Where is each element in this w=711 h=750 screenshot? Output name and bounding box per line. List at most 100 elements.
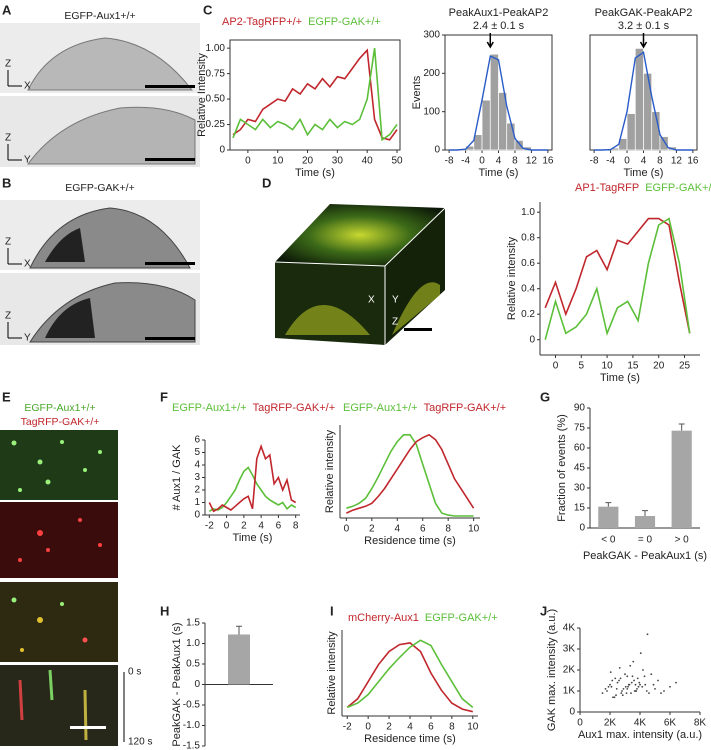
y-tick-label: 15 [574, 503, 586, 514]
scatter-point [627, 685, 629, 688]
x-tick-label: 12 [671, 156, 683, 167]
panel-title: PeakAux1-PeakAP2 [449, 7, 549, 19]
scatter-point [621, 694, 624, 697]
x-tick-label: -4 [606, 156, 615, 167]
scatter-point [615, 694, 617, 697]
panel-label: A [2, 2, 12, 17]
scatter-point [631, 675, 634, 678]
y-tick-label: 2K [563, 665, 576, 676]
scatter-point [629, 664, 632, 667]
x-tick-label: 20 [653, 361, 665, 372]
histogram-bar [659, 136, 669, 151]
x-tick-label: 5 [579, 361, 585, 372]
scatter-point [601, 692, 604, 694]
x-tick-label: 8 [293, 521, 299, 532]
panel-label: F [160, 389, 168, 404]
line-series [232, 48, 398, 141]
scatter-point [654, 688, 656, 690]
x-tick-label: 0 [344, 524, 350, 535]
scatter-point [657, 679, 659, 682]
x-tick-label: 0 [224, 521, 230, 532]
time-label: 120 s [128, 737, 152, 748]
x-tick-label: 4K [634, 718, 647, 729]
legend-entry: TagRFP-GAK+/+ [424, 402, 507, 414]
scatter-point [607, 685, 610, 688]
axis-glyph: Y [24, 155, 31, 166]
scatter-point [632, 660, 635, 663]
y-tick-label: 0.8 [521, 232, 535, 243]
peak-arrow [639, 33, 648, 49]
scatter-point [644, 683, 647, 686]
scatter-point [615, 688, 618, 690]
y-tick-label: 1.0 [186, 638, 200, 649]
legend-entry: EGFP-GAK+/+ [645, 182, 711, 194]
x-tick-label: 0 [553, 361, 559, 372]
scatter-point [618, 679, 620, 682]
scatter-point [636, 677, 639, 680]
x-tick-label: 2 [241, 521, 247, 532]
x-tick-label: 12 [526, 156, 538, 167]
fit-curve [449, 55, 548, 151]
y-tick-label: -0.5 [183, 700, 201, 711]
histogram-bar [498, 92, 508, 151]
histogram-bar [634, 48, 644, 151]
legend-entry: EGFP-Aux1+/+ [343, 402, 418, 414]
x-tick-label: 15 [627, 361, 639, 372]
error-bar [605, 502, 612, 507]
legend-entry: AP2-TagRFP+/+ [222, 16, 302, 28]
scatter-point [639, 652, 642, 655]
x-tick-label: < 0 [601, 535, 616, 546]
y-tick-label: 0.4 [521, 283, 535, 294]
x-tick-label: -2 [205, 521, 214, 532]
scatter-point [660, 692, 662, 694]
panel-label: J [540, 603, 547, 618]
axis-glyph: Z [5, 311, 11, 322]
x-tick-label: 0 [577, 718, 583, 729]
x-tick-label: 0 [365, 722, 371, 733]
scatter-point [641, 685, 644, 688]
scatter-point [633, 690, 636, 692]
scatter-point [620, 692, 623, 694]
x-tick-label: -4 [461, 156, 470, 167]
line-series [346, 639, 474, 709]
y-axis-label: # Aux1 / GAK [171, 444, 183, 511]
y-tick-label: 75 [574, 423, 586, 434]
panel-label: C [203, 2, 213, 17]
x-axis-label: Residence time (s) [364, 733, 456, 745]
x-tick-label: 8 [512, 156, 518, 167]
scatter-point [675, 681, 677, 684]
scatter-point [627, 683, 630, 686]
scatter-point [609, 671, 612, 673]
scatter-point [634, 683, 637, 686]
scatter-point [619, 677, 622, 680]
y-axis-label: Relative intensity [326, 631, 338, 715]
scatter-point [639, 683, 641, 686]
scatter-point [645, 690, 648, 692]
scatter-point [604, 688, 607, 690]
y-tick-label: 0.75 [206, 68, 226, 79]
panel-title: PeakGAK-PeakAP2 [595, 7, 693, 19]
x-tick-label: 8 [657, 156, 663, 167]
x-tick-label: 2 [369, 524, 375, 535]
legend-entry: TagRFP-GAK+/+ [253, 402, 336, 414]
micrograph [0, 430, 125, 746]
y-tick-label: 90 [574, 403, 586, 414]
x-tick-label: 2K [604, 718, 617, 729]
y-tick-label: 300 [423, 30, 440, 41]
y-tick-label: 0.5 [186, 659, 200, 670]
y-tick-label: 4 [194, 460, 200, 471]
micrograph [0, 23, 200, 167]
legend-entry: EGFP-GAK+/+ [308, 16, 381, 28]
error-bar [642, 510, 648, 516]
panel-label: D [262, 175, 271, 190]
axis-glyph: X [368, 295, 375, 306]
scatter-point [637, 685, 640, 688]
y-tick-label: 200 [423, 68, 440, 79]
x-tick-label: 2 [386, 722, 392, 733]
x-tick-label: -8 [590, 156, 599, 167]
y-tick-label: 0.50 [206, 94, 226, 105]
x-axis-label: Time (s) [233, 532, 273, 544]
axis-glyph: Y [392, 295, 399, 306]
caption: EGFP-GAK+/+ [65, 182, 134, 194]
y-tick-label: 0.25 [206, 119, 226, 130]
